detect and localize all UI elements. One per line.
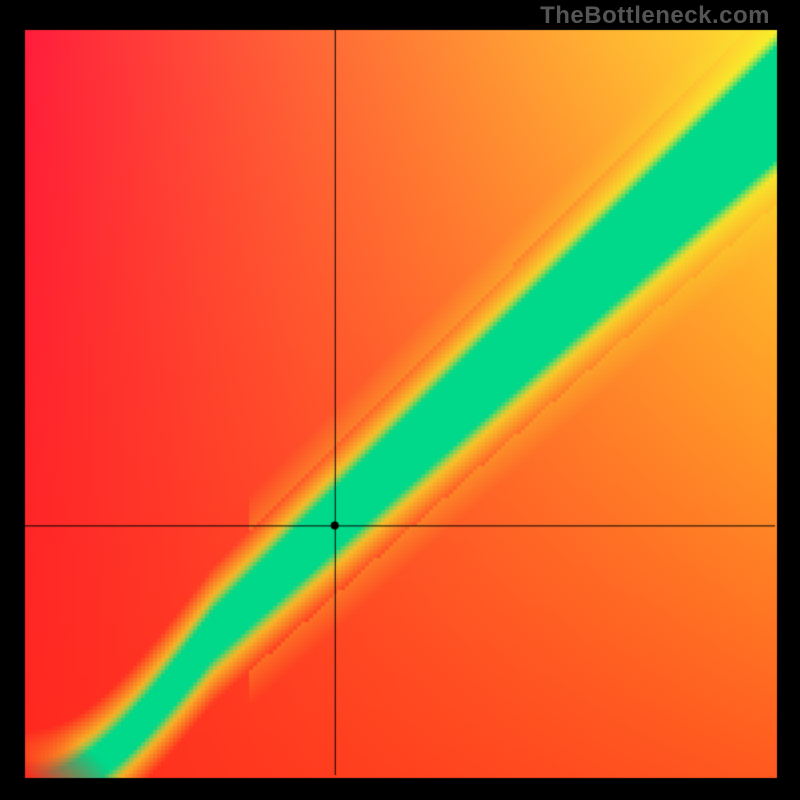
bottleneck-heatmap-canvas xyxy=(0,0,800,800)
chart-frame: TheBottleneck.com xyxy=(0,0,800,800)
watermark-label: TheBottleneck.com xyxy=(540,2,770,30)
